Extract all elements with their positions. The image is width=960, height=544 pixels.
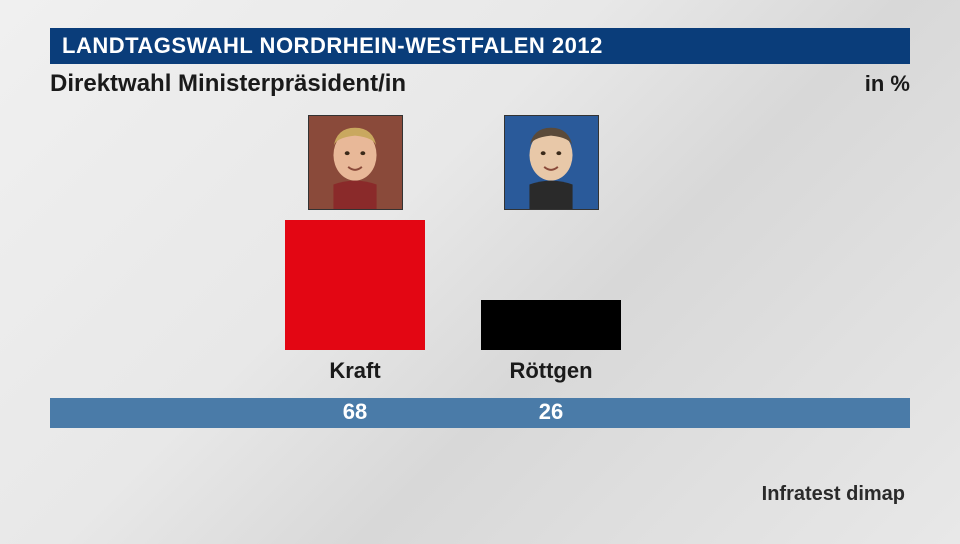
subtitle: Direktwahl Ministerpräsident/in — [50, 70, 406, 98]
portrait-roettgen — [504, 115, 599, 210]
name-label-roettgen: Röttgen — [509, 358, 592, 384]
bar-kraft — [285, 220, 425, 350]
candidate-roettgen: Röttgen — [481, 115, 621, 384]
source-label: Infratest dimap — [762, 483, 905, 506]
candidate-kraft: Kraft — [285, 115, 425, 384]
bar-container-roettgen — [481, 220, 621, 350]
bar-roettgen — [481, 300, 621, 350]
value-roettgen: 26 — [481, 399, 621, 425]
portrait-kraft — [308, 115, 403, 210]
header-bar: LANDTAGSWAHL NORDRHEIN-WESTFALEN 2012 — [50, 28, 910, 64]
header-title: LANDTAGSWAHL NORDRHEIN-WESTFALEN 2012 — [62, 33, 603, 59]
candidates-container: Kraft Röttgen — [285, 115, 621, 384]
name-label-kraft: Kraft — [329, 358, 380, 384]
value-kraft: 68 — [285, 399, 425, 425]
bar-container-kraft — [285, 220, 425, 350]
chart-area: Kraft Röttgen 68 26 — [50, 115, 910, 455]
value-bar: 68 26 — [50, 398, 910, 428]
subtitle-row: Direktwahl Ministerpräsident/in in % — [50, 70, 910, 98]
unit-label: in % — [865, 71, 910, 97]
